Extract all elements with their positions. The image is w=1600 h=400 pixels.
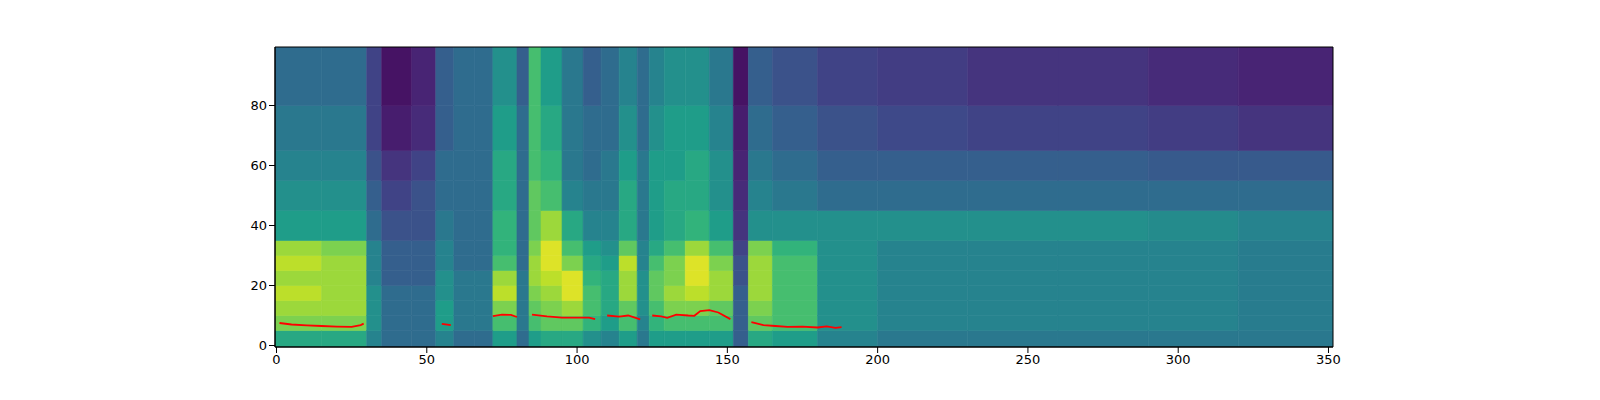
svg-text:50: 50 [419,352,436,367]
svg-text:250: 250 [1016,352,1041,367]
svg-text:40: 40 [250,218,267,233]
svg-text:350: 350 [1316,352,1341,367]
svg-text:200: 200 [865,352,890,367]
svg-text:20: 20 [250,278,267,293]
svg-text:300: 300 [1166,352,1191,367]
svg-text:100: 100 [565,352,590,367]
svg-text:80: 80 [250,98,267,113]
svg-text:0: 0 [272,352,280,367]
svg-text:0: 0 [259,338,267,353]
svg-text:150: 150 [715,352,740,367]
svg-text:60: 60 [250,158,267,173]
